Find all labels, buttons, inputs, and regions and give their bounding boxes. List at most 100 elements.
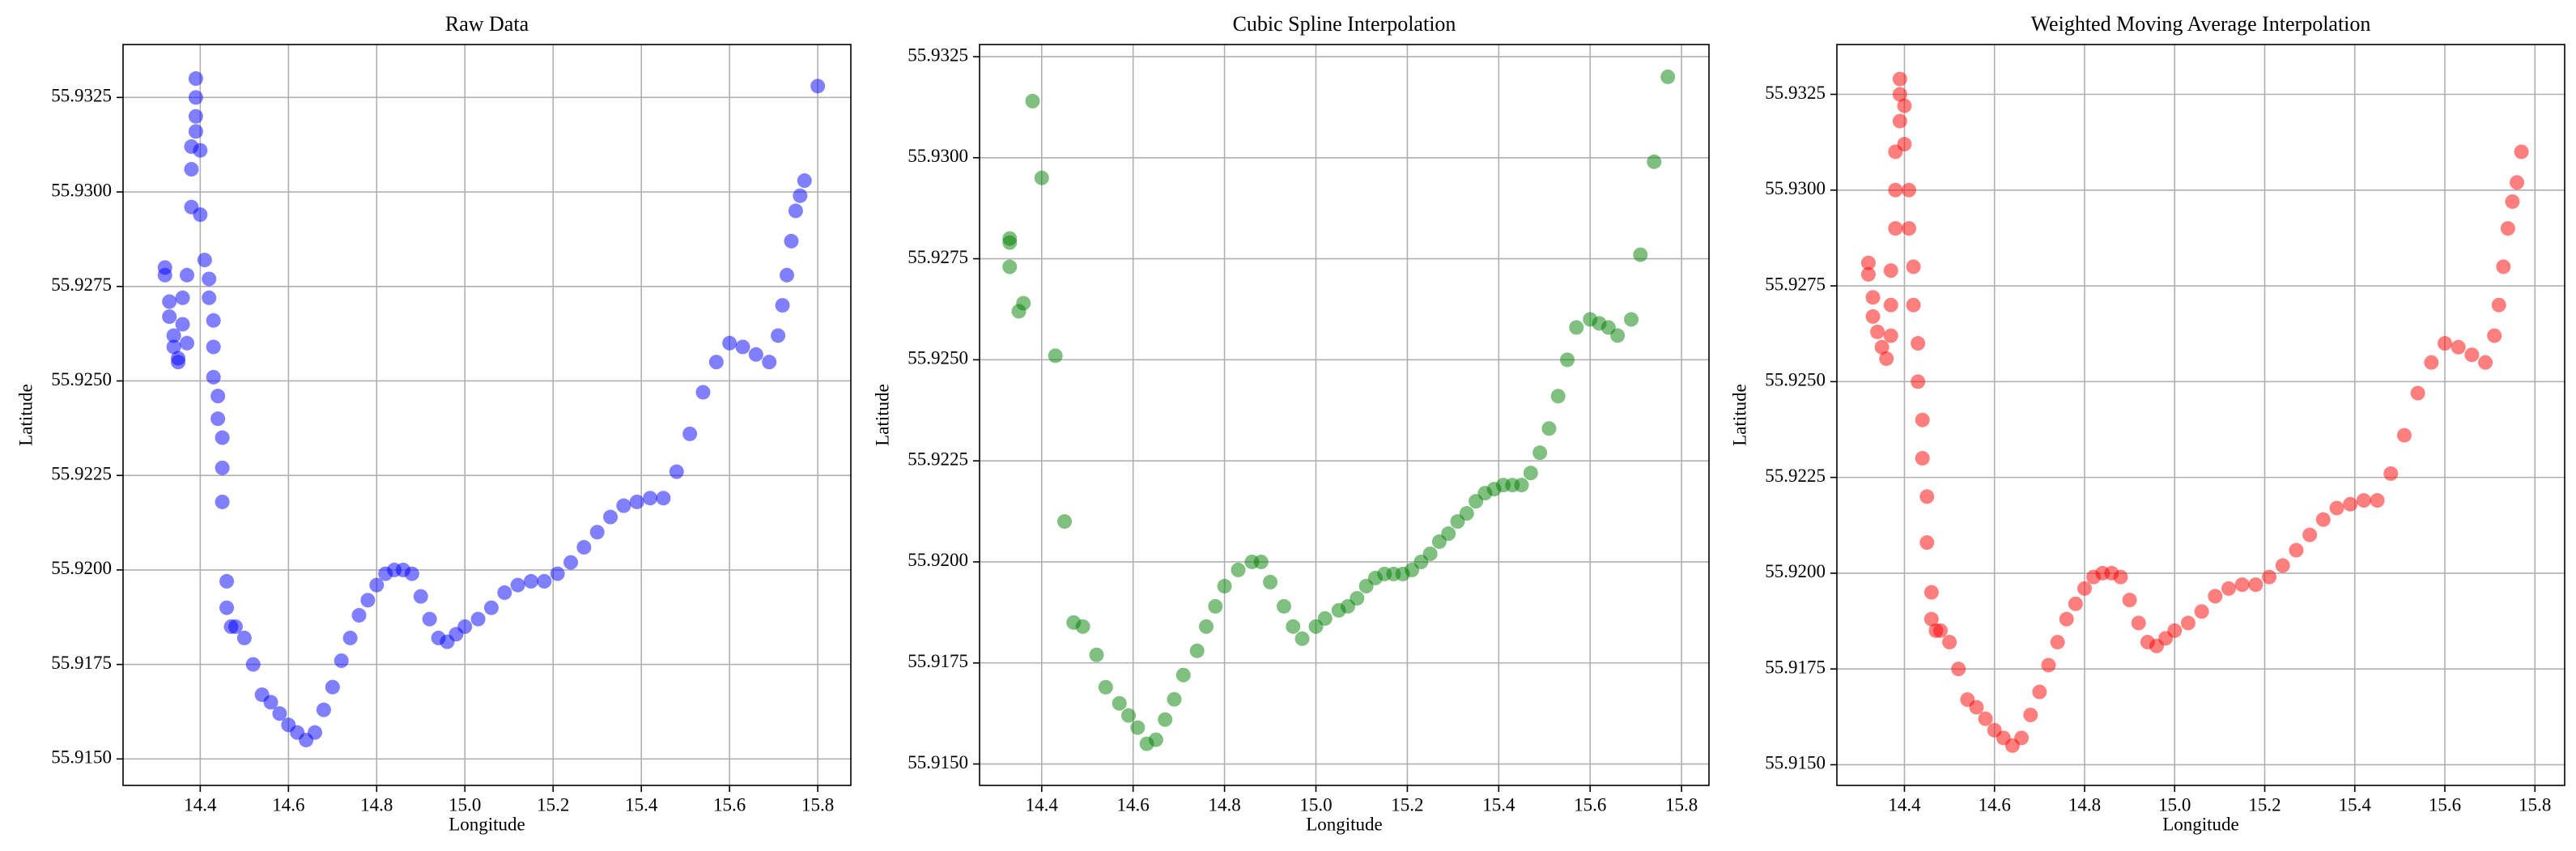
- point: [1034, 170, 1049, 185]
- point: [2113, 569, 2128, 585]
- x-tick-label: 14.6: [1979, 794, 2011, 815]
- point: [157, 267, 172, 283]
- x-tick-label: 15.6: [1574, 794, 1606, 815]
- point: [1263, 574, 1278, 589]
- point: [245, 657, 261, 672]
- point: [215, 460, 230, 475]
- y-tick-label: 55.9200: [908, 550, 968, 570]
- point: [342, 630, 358, 645]
- y-axis-label: Latitude: [15, 384, 36, 446]
- point: [166, 328, 181, 343]
- point: [1860, 266, 1876, 282]
- point: [184, 162, 199, 177]
- point: [2410, 385, 2425, 401]
- point: [1167, 691, 1182, 707]
- point: [210, 411, 226, 427]
- x-tick-label: 15.8: [1665, 794, 1698, 815]
- y-tick-label: 55.9250: [1765, 370, 1826, 390]
- x-tick-label: 15.4: [2339, 794, 2372, 815]
- point: [2514, 144, 2529, 160]
- point: [2221, 581, 2236, 596]
- point: [334, 653, 349, 668]
- point: [1294, 631, 1310, 646]
- point: [1002, 235, 1018, 250]
- subplot-title: Raw Data: [445, 12, 529, 36]
- point: [1883, 328, 1898, 343]
- point: [682, 426, 698, 441]
- point: [215, 430, 230, 445]
- point: [2370, 493, 2385, 508]
- y-tick-label: 55.9325: [1765, 83, 1826, 103]
- x-tick-label: 14.6: [1117, 794, 1150, 815]
- point: [2487, 328, 2502, 343]
- x-tick-label: 15.2: [2248, 794, 2281, 815]
- y-tick-label: 55.9300: [1765, 178, 1826, 198]
- point: [2396, 428, 2412, 443]
- point: [2194, 604, 2209, 619]
- x-tick-label: 15.4: [1482, 794, 1515, 815]
- point: [1892, 71, 1907, 87]
- point: [1923, 585, 1939, 600]
- point: [537, 573, 552, 589]
- point: [1199, 619, 1214, 634]
- point: [1089, 647, 1104, 662]
- y-tick-label: 55.9325: [908, 45, 968, 65]
- point: [1633, 247, 1648, 262]
- point: [2343, 496, 2358, 512]
- point: [1897, 137, 1912, 152]
- point: [1879, 351, 1894, 366]
- point: [2289, 543, 2304, 558]
- point: [263, 695, 278, 710]
- point: [1906, 297, 1921, 313]
- point: [708, 355, 724, 370]
- x-tick-label: 15.4: [625, 794, 658, 815]
- x-tick-label: 14.8: [360, 794, 393, 815]
- point: [1253, 554, 1269, 569]
- subplot-title: Cubic Spline Interpolation: [1233, 12, 1456, 36]
- point: [748, 347, 763, 362]
- point: [1883, 263, 1898, 279]
- point: [1130, 720, 1146, 735]
- point: [175, 317, 190, 332]
- point: [788, 203, 803, 219]
- point: [1121, 708, 1137, 723]
- point: [1541, 421, 1557, 436]
- point: [735, 339, 750, 355]
- y-tick-label: 55.9275: [1765, 274, 1826, 294]
- point: [589, 525, 605, 540]
- point: [1942, 635, 1958, 650]
- x-tick-label: 14.8: [2068, 794, 2101, 815]
- point: [1550, 389, 1566, 404]
- x-tick-label: 15.0: [448, 794, 481, 815]
- point: [1208, 598, 1223, 614]
- point: [206, 313, 221, 328]
- y-tick-label: 55.9275: [51, 274, 112, 295]
- point: [2478, 355, 2493, 370]
- point: [2505, 194, 2520, 209]
- point: [1217, 578, 1232, 594]
- point: [1231, 562, 1246, 577]
- point: [1514, 478, 1529, 493]
- point: [523, 573, 538, 589]
- point: [162, 294, 177, 309]
- point: [369, 577, 385, 593]
- point: [2510, 175, 2525, 190]
- x-tick-label: 15.8: [2519, 794, 2551, 815]
- point: [1098, 679, 1113, 695]
- point: [2122, 593, 2137, 608]
- point: [188, 109, 203, 124]
- point: [2451, 339, 2466, 355]
- x-tick-label: 15.6: [2429, 794, 2461, 815]
- point: [404, 566, 419, 581]
- point: [2234, 577, 2250, 593]
- point: [762, 355, 777, 370]
- point: [2496, 259, 2511, 274]
- point: [1317, 611, 1333, 626]
- x-tick-label: 15.8: [801, 794, 834, 815]
- point: [1559, 352, 1575, 368]
- y-tick-label: 55.9325: [51, 86, 112, 106]
- point: [1883, 297, 1898, 313]
- point: [1048, 348, 1063, 364]
- point: [2167, 623, 2183, 638]
- point: [2059, 611, 2074, 627]
